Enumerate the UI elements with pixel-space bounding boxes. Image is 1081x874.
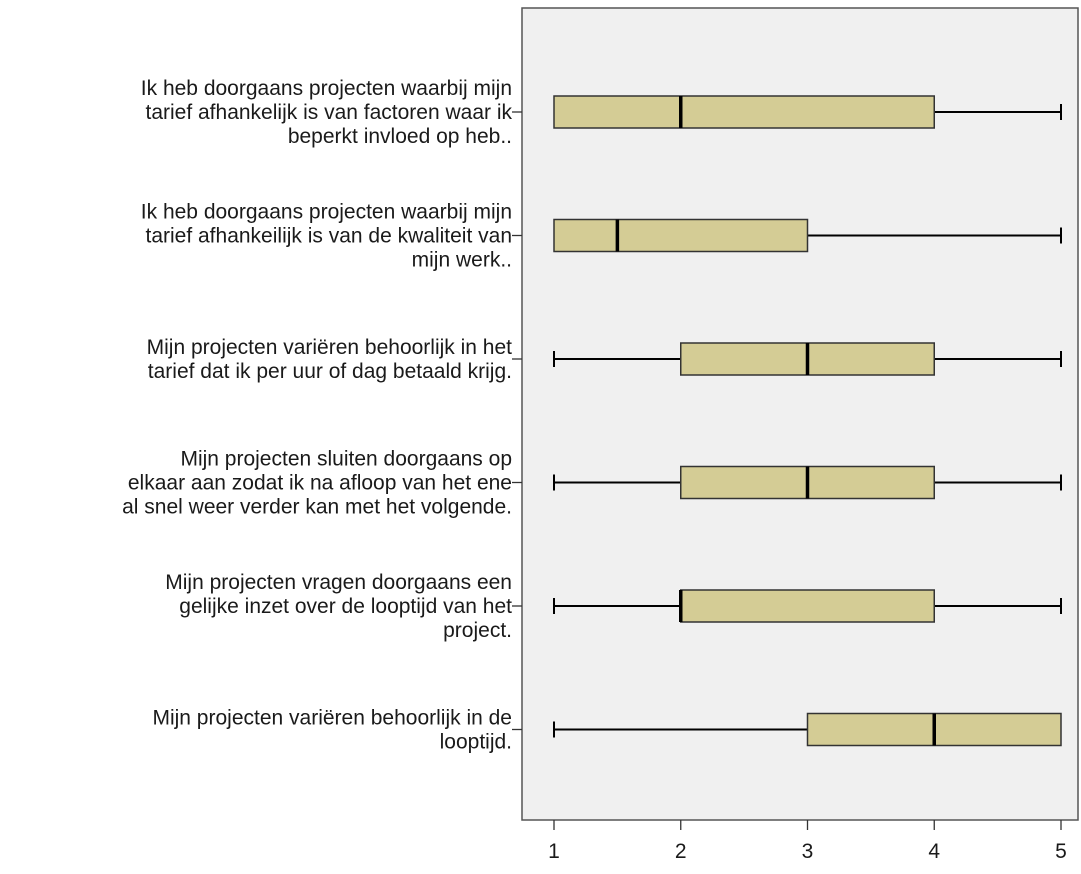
plot-area (521, 7, 1079, 821)
x-tick-label: 4 (928, 840, 940, 863)
box (553, 218, 809, 253)
box-row-6 (512, 712, 1062, 747)
category-label-5-line-3: project. (443, 619, 512, 642)
x-tick-label: 5 (1055, 840, 1067, 863)
box-row-2 (512, 218, 1062, 253)
box (680, 589, 935, 623)
category-label-4-line-3: al snel weer verder kan met het volgende… (122, 496, 512, 519)
category-label-1-line-3: beperkt invloed op heb.. (288, 125, 512, 148)
box-row-3 (512, 342, 1062, 376)
box (553, 95, 935, 129)
category-label-4-line-2: elkaar aan zodat ik na afloop van het en… (128, 472, 512, 495)
category-label-2-line-1: Ik heb doorgaans projecten waarbij mijn (141, 201, 512, 224)
x-tick-label: 2 (675, 840, 687, 863)
category-label-1-line-1: Ik heb doorgaans projecten waarbij mijn (141, 77, 512, 100)
category-label-5-line-2: gelijke inzet over de looptijd van het (179, 595, 512, 618)
category-label-6-line-2: looptijd. (440, 731, 512, 754)
boxes-group (512, 95, 1062, 747)
box-row-5 (512, 589, 1062, 623)
category-labels: Ik heb doorgaans projecten waarbij mijnt… (122, 77, 512, 754)
x-axis: 1 2 3 4 5 (548, 820, 1067, 863)
category-label-2-line-3: mijn werk.. (412, 249, 512, 272)
category-label-4-line-1: Mijn projecten sluiten doorgaans op (180, 448, 512, 471)
box-row-1 (512, 95, 1062, 129)
category-label-1-line-2: tarief afhankelijk is van factoren waar … (145, 101, 512, 124)
category-label-3-line-1: Mijn projecten variëren behoorlijk in he… (147, 336, 513, 359)
category-label-3-line-2: tarief dat ik per uur of dag betaald kri… (148, 360, 512, 383)
category-label-6-line-1: Mijn projecten variëren behoorlijk in de (152, 707, 512, 730)
x-tick-label: 3 (802, 840, 814, 863)
x-tick-label: 1 (548, 840, 560, 863)
box-row-4 (512, 465, 1062, 500)
category-label-2-line-2: tarief afhankeilijk is van de kwaliteit … (145, 225, 512, 248)
category-label-5-line-1: Mijn projecten vragen doorgaans een (165, 571, 512, 594)
